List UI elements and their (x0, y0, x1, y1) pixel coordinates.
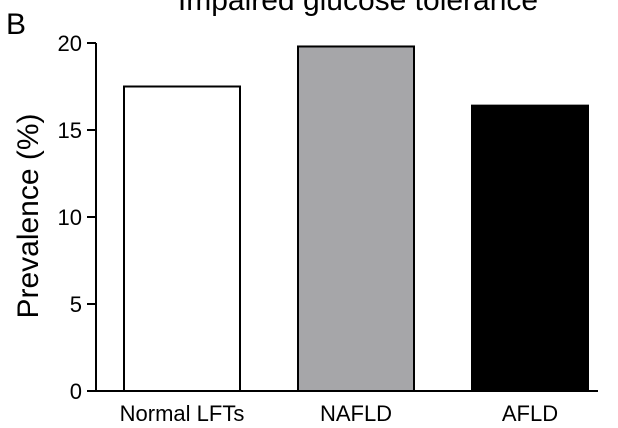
y-tick-label: 15 (58, 118, 82, 143)
bars (123, 45, 589, 392)
y-tick-label: 10 (58, 205, 82, 230)
bar-afld (471, 104, 589, 392)
x-category-label: NAFLD (320, 401, 392, 426)
chart-title: Impaired glucose tolerance (178, 0, 538, 17)
panel-label: B (6, 8, 26, 41)
bar-nafld (297, 45, 415, 392)
x-category-label: AFLD (502, 401, 558, 426)
y-axis-label: Prevalence (%) (12, 113, 45, 318)
y-tick-label: 5 (70, 292, 82, 317)
bar-normal-lfts (123, 85, 241, 392)
category-labels: Normal LFTs NAFLD AFLD (120, 401, 558, 426)
y-tick-label: 0 (70, 379, 82, 404)
x-category-label: Normal LFTs (120, 401, 245, 426)
y-ticks: 0 5 10 15 20 (58, 31, 96, 404)
y-tick-label: 20 (58, 31, 82, 56)
